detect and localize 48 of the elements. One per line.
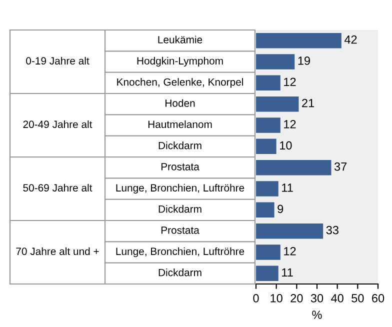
y-tick-label: Lunge, Bronchien, Luftröhre xyxy=(116,247,244,258)
bar xyxy=(256,223,324,239)
bar xyxy=(256,160,332,176)
bar xyxy=(256,96,299,112)
y-tick-label: Prostata xyxy=(161,226,200,234)
data-label: 37 xyxy=(334,162,347,171)
text: 0-19 Jahre alt xyxy=(26,56,90,65)
text: 50-69 Jahre alt xyxy=(23,184,92,192)
data-label: 11 xyxy=(282,184,293,192)
x-axis-title: % xyxy=(312,310,322,319)
bar xyxy=(256,138,276,154)
x-tick-label: 50 xyxy=(352,294,364,302)
data-label: 33 xyxy=(326,226,338,234)
data-label: 19 xyxy=(298,56,310,65)
y-tick-label: Lunge, Bronchien, Luftröhre xyxy=(116,184,244,194)
y-tick-label: Dickdarm xyxy=(158,268,202,276)
data-label: 12 xyxy=(284,120,296,128)
data-label: 21 xyxy=(302,98,314,108)
x-tick-label: 40 xyxy=(331,294,344,302)
y-tick-label: Hodgkin-Lymphom xyxy=(137,56,223,67)
text: 20-49 Jahre alt xyxy=(23,120,92,128)
y-tick-label: Dickdarm xyxy=(158,205,202,213)
x-tick-label: 20 xyxy=(290,294,303,302)
data-label: 9 xyxy=(278,204,284,214)
bar xyxy=(256,118,280,133)
data-label: 42 xyxy=(344,35,357,44)
x-tick-label: 0 xyxy=(253,294,259,302)
y-tick-label: Hoden xyxy=(166,99,195,107)
y-tick-label: Hautmelanom xyxy=(148,120,212,128)
bar xyxy=(256,266,278,282)
data-label: 12 xyxy=(284,78,296,86)
x-tick-label: 60 xyxy=(372,294,384,302)
bar xyxy=(256,32,342,48)
data-label: 10 xyxy=(280,141,292,150)
data-label: 12 xyxy=(284,247,296,256)
x-tick-label: 30 xyxy=(310,294,324,302)
y-tick-label: Leukämie xyxy=(158,36,202,44)
data-label: 11 xyxy=(282,268,293,276)
text: 70 Jahre alt und + xyxy=(16,247,99,256)
y-tick-label: Dickdarm xyxy=(158,142,202,150)
bar xyxy=(256,202,274,218)
y-tick-label: Prostata xyxy=(161,163,200,170)
y-tick-label: Knochen, Gelenke, Knorpel xyxy=(117,78,244,88)
bar xyxy=(256,75,280,91)
bar xyxy=(256,54,295,70)
bar xyxy=(256,181,278,196)
x-tick-label: 10 xyxy=(270,294,282,302)
bar xyxy=(256,244,280,260)
